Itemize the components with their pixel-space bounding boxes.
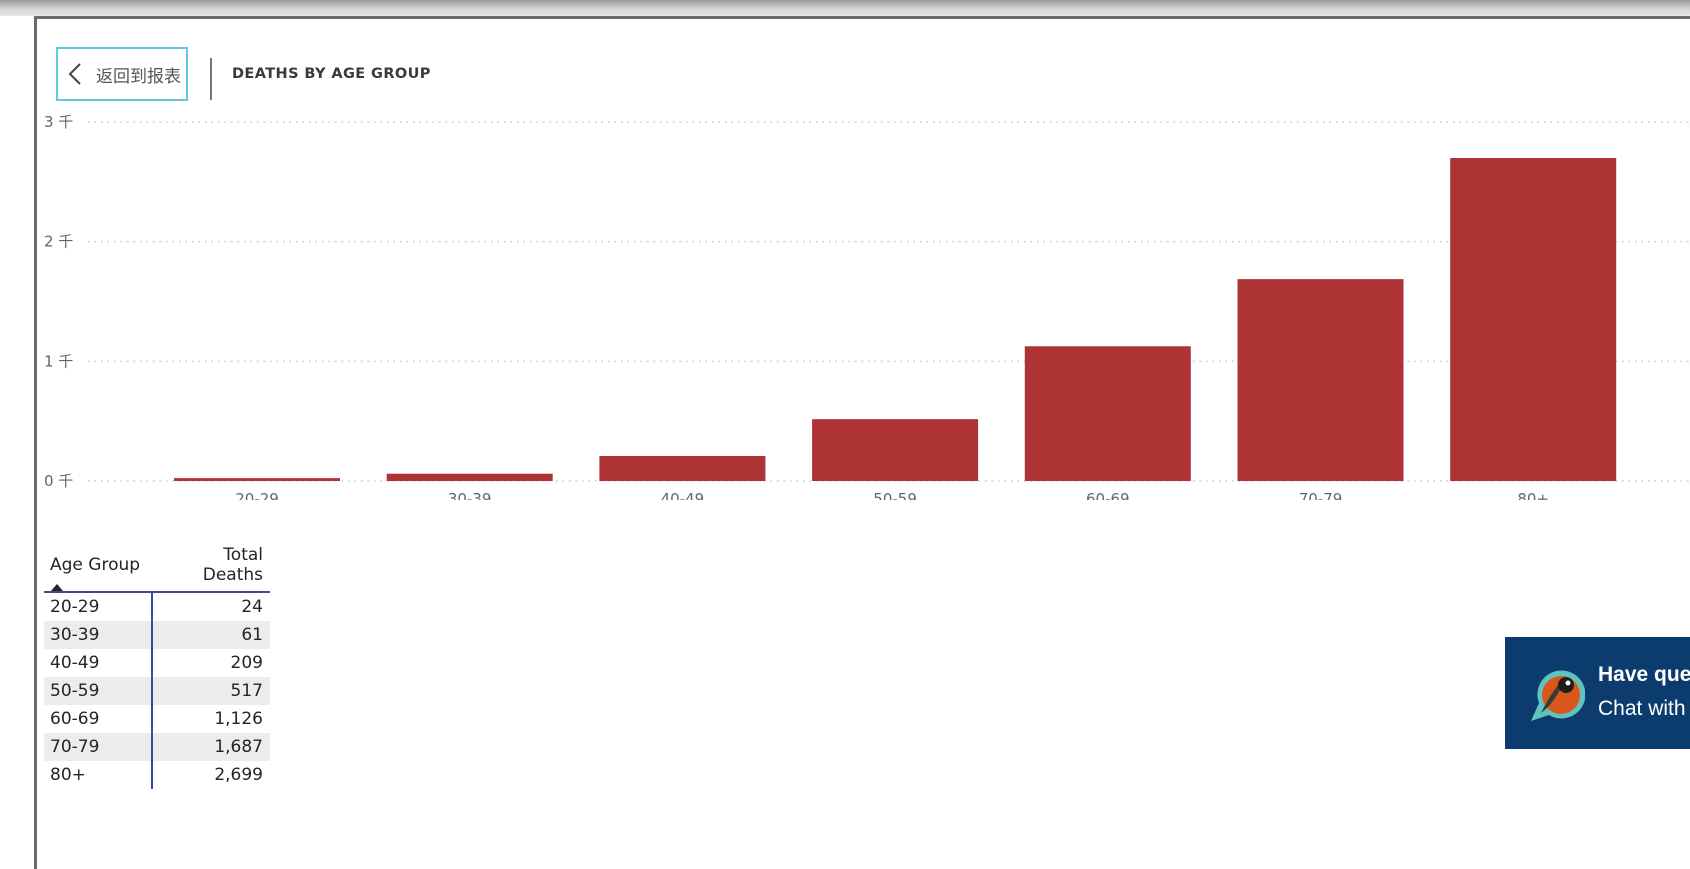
back-button-label: 返回到报表 [96,66,181,87]
column-header-age-group[interactable]: Age Group [44,545,152,593]
x-tick-label: 20-29 [235,490,279,500]
bar-20-29[interactable] [174,478,340,481]
bar-30-39[interactable] [386,473,553,481]
table-row: 30-39 61 [44,621,270,649]
bar-40-49[interactable] [599,455,766,481]
bar-chart: 0 千 1 千 2 千 3 千 20-29 30-39 40-49 50-59 60-69 70-… [44,113,1690,500]
table-row: 70-79 1,687 [44,733,270,761]
page-title: DEATHS BY AGE GROUP [232,66,431,82]
table-row: 60-69 1,126 [44,705,270,733]
back-to-report-button[interactable]: 返回到报表 [56,47,188,101]
y-tick-label: 3 千 [44,113,73,131]
chevron-left-icon [68,63,81,85]
chat-subtitle: Chat with [1598,697,1686,720]
sort-ascending-icon[interactable] [51,584,63,591]
data-table: Age Group Total Deaths 20-29 24 30-39 61 4… [44,545,270,789]
cell-age-group: 50-59 [44,677,152,705]
x-tick-label: 50-59 [873,490,917,500]
bar-70-79[interactable] [1237,279,1404,481]
title-divider [210,58,212,100]
cell-total-deaths: 1,126 [151,705,270,733]
x-tick-label: 80+ [1517,490,1549,500]
cell-total-deaths: 61 [151,621,270,649]
cell-total-deaths: 24 [151,592,270,621]
bar-60-69[interactable] [1024,346,1191,481]
chat-widget[interactable]: Have que Chat with [1505,637,1690,749]
x-tick-label: 40-49 [661,490,705,500]
x-tick-label: 30-39 [448,490,492,500]
cell-total-deaths: 1,687 [151,733,270,761]
cell-total-deaths: 209 [151,649,270,677]
table-row: 50-59 517 [44,677,270,705]
cell-age-group: 20-29 [50,597,100,617]
cell-age-group: 60-69 [50,709,100,729]
y-tick-label: 0 千 [44,472,73,490]
window-top-shadow [0,0,1690,16]
table-row: 20-29 24 [44,592,270,621]
cell-total-deaths: 517 [151,677,270,705]
chat-title: Have que [1598,663,1690,686]
table-row: 40-49 209 [44,649,270,677]
column-header-total-deaths[interactable]: Total Deaths [152,545,270,593]
bar-80+[interactable] [1450,158,1617,482]
y-tick-label: 1 千 [44,352,73,370]
chat-bot-avatar-icon [1531,670,1585,721]
bar-50-59[interactable] [812,419,979,481]
cell-age-group: 30-39 [44,621,152,649]
x-tick-label: 60-69 [1086,490,1130,500]
cell-age-group: 80+ [50,765,86,785]
cell-age-group: 70-79 [44,733,152,761]
cell-age-group: 40-49 [50,653,100,673]
table-row: 80+ 2,699 [44,761,270,789]
x-tick-label: 70-79 [1299,490,1343,500]
y-tick-label: 2 千 [44,233,73,251]
cell-total-deaths: 2,699 [151,761,270,789]
